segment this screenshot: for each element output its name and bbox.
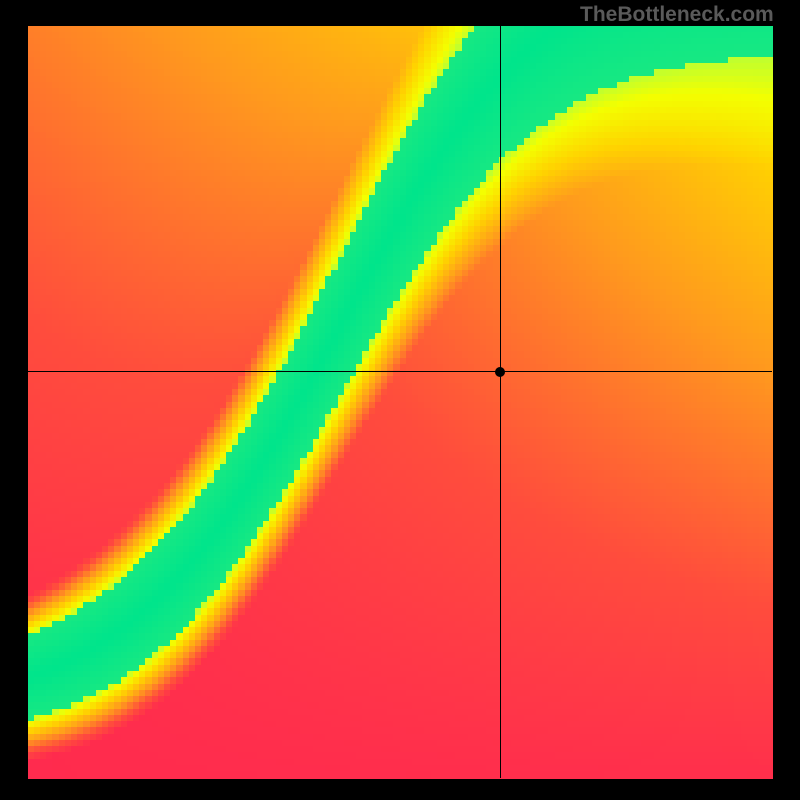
- crosshair-horizontal: [28, 371, 772, 372]
- heatmap-canvas: [0, 0, 800, 800]
- crosshair-vertical: [500, 26, 501, 778]
- watermark-text: TheBottleneck.com: [580, 3, 774, 27]
- focus-marker: [495, 367, 505, 377]
- chart-container: TheBottleneck.com: [0, 0, 800, 800]
